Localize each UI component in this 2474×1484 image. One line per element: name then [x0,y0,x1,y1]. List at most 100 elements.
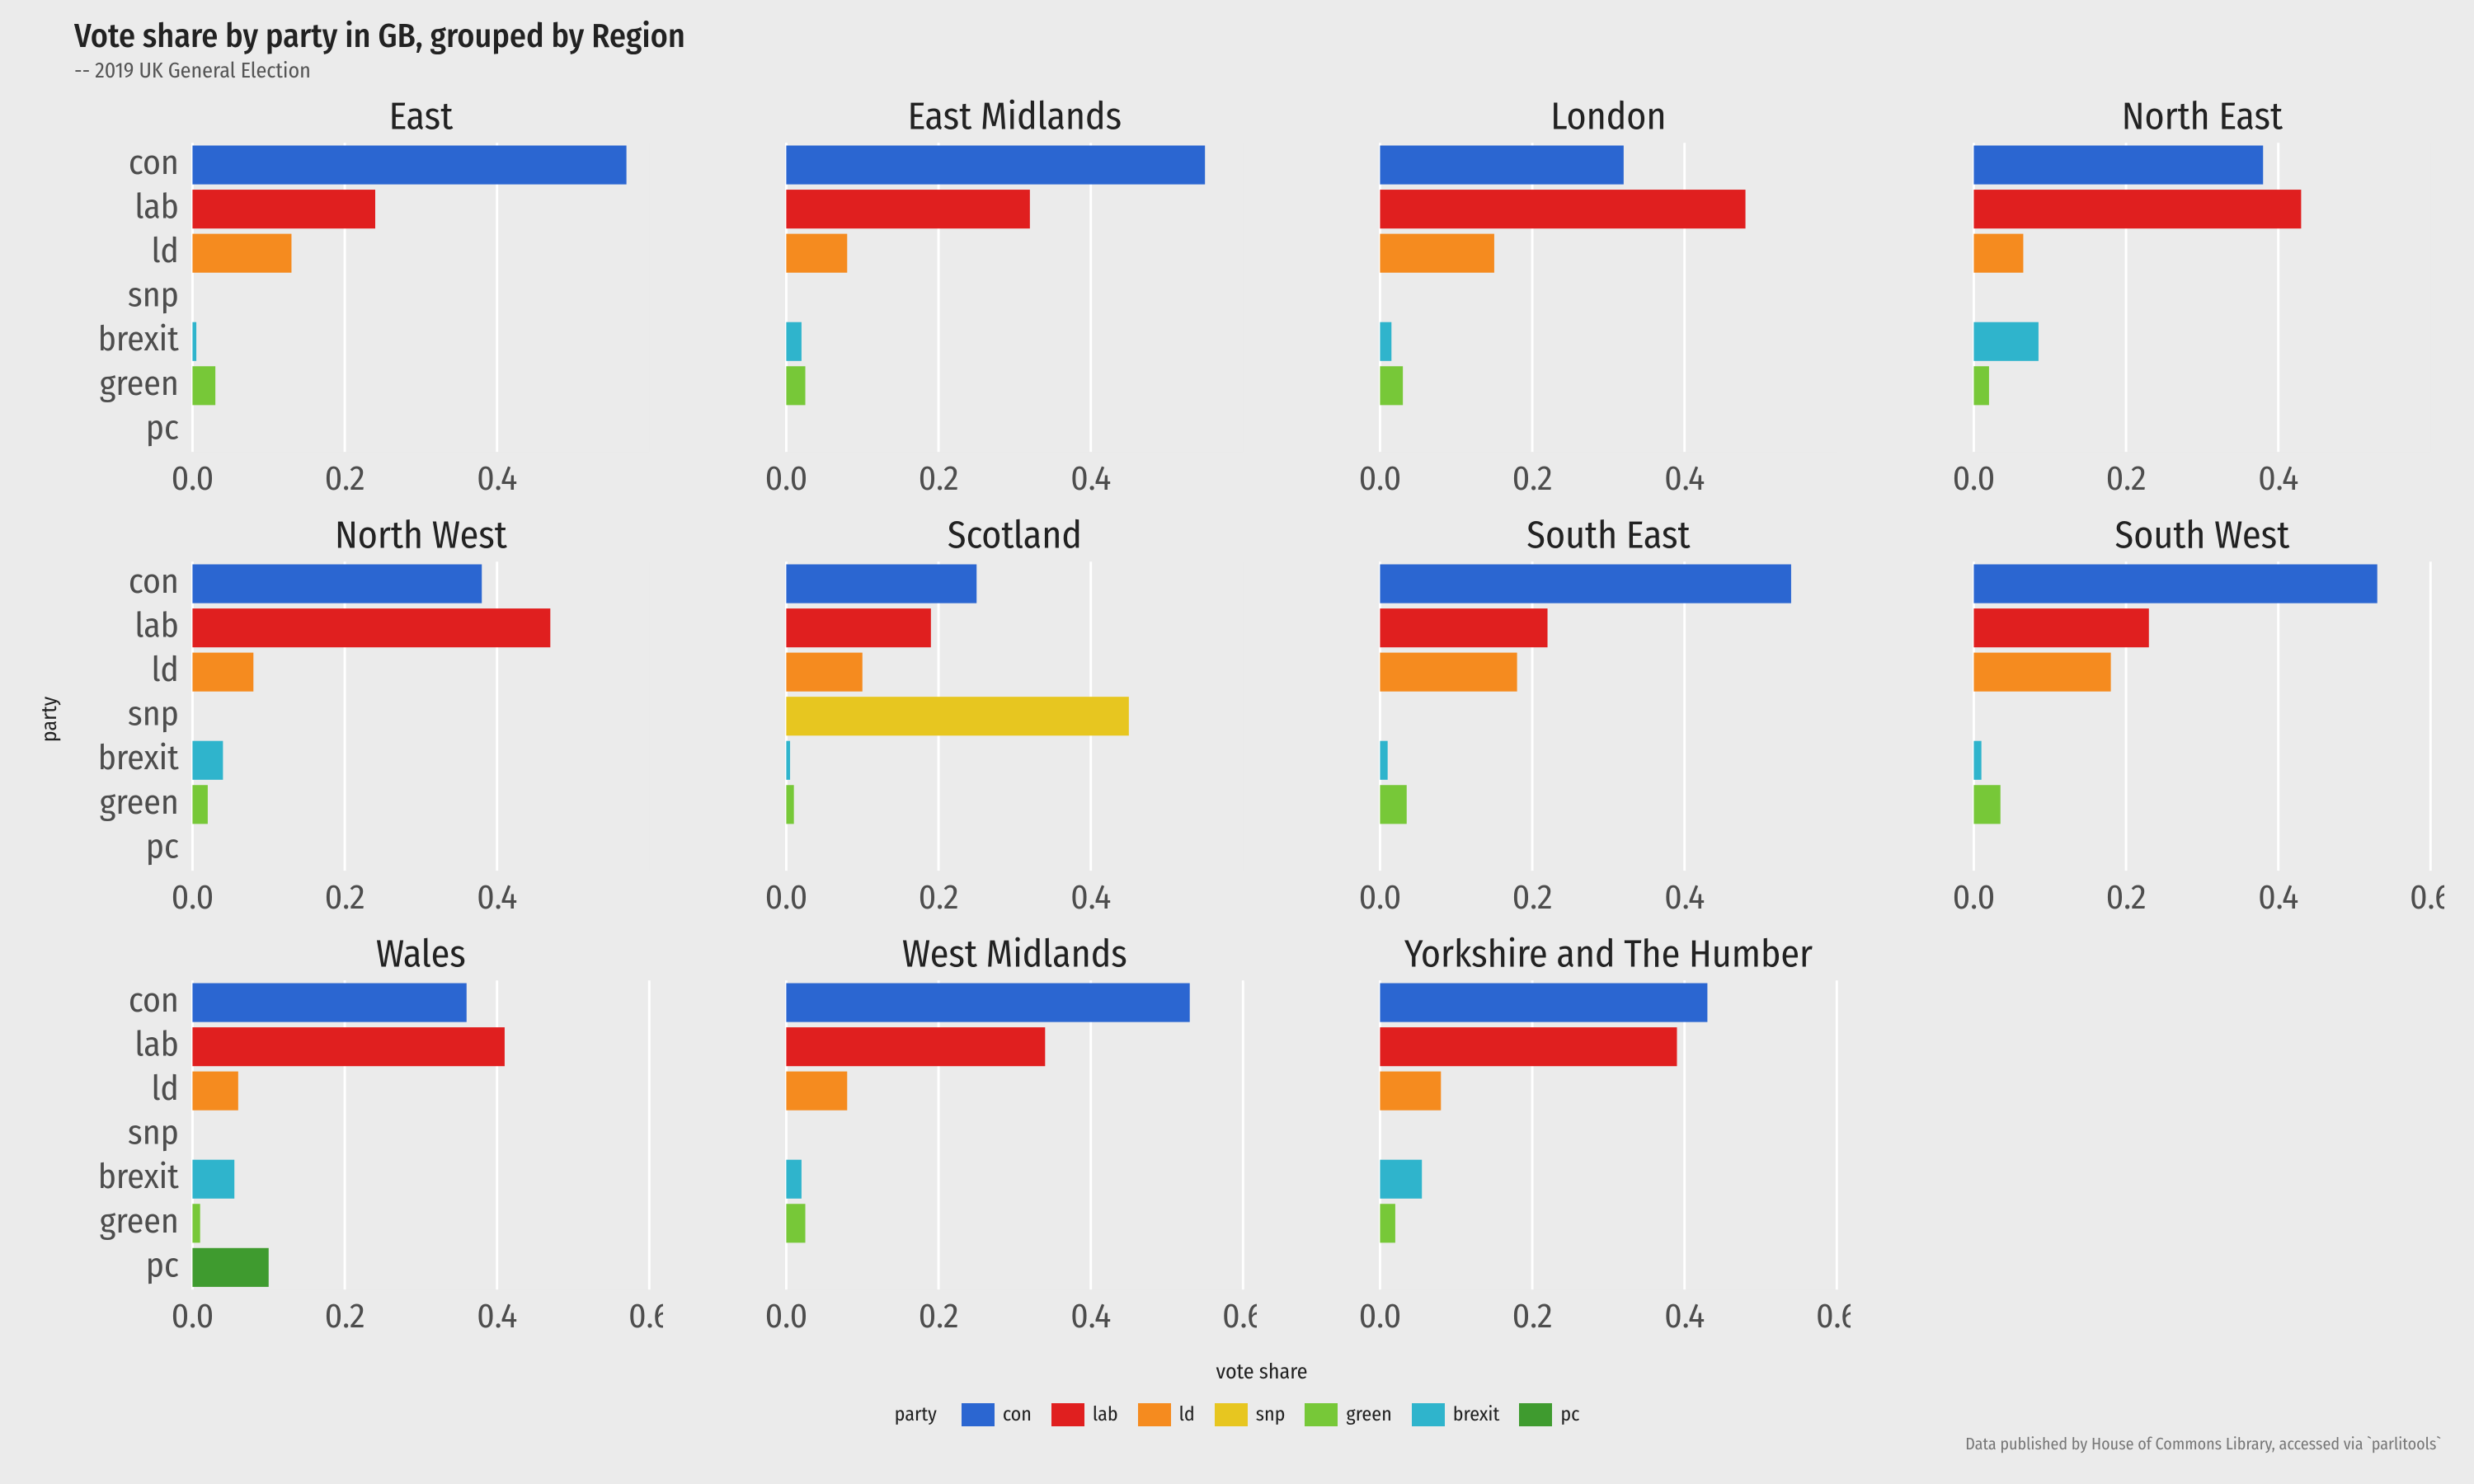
facet-title: Scotland [948,514,1082,559]
bar [192,146,626,185]
facet-panel: 0.00.20.40.6South West [1860,514,2444,926]
bar [1380,983,1707,1021]
legend-swatch [1519,1403,1552,1426]
bar [192,785,207,824]
bar [192,564,482,603]
y-tick-label: snp [128,275,179,317]
legend-item: lab [1051,1403,1118,1426]
bar [786,1159,801,1198]
facet-title: East [389,95,454,140]
x-tick-label: 0.4 [1070,877,1111,918]
bar [192,1204,200,1242]
x-tick-label: 0.0 [172,458,214,500]
x-tick-label: 0.4 [1664,1295,1705,1336]
y-tick-label: ld [152,231,179,272]
facet-title: Yorkshire and The Humber [1404,932,1813,978]
x-tick-label: 0.0 [1953,877,1996,918]
bar [786,190,1029,228]
bar [786,1027,1045,1066]
y-tick-label: pc [146,826,179,867]
y-tick-label: pc [146,407,179,448]
facet-panel: 0.00.20.40.6Yorkshire and The Humber [1267,932,1851,1345]
bar [786,322,801,361]
x-tick-label: 0.2 [1512,877,1553,918]
legend-swatch [962,1403,995,1426]
facet-panel: 0.00.20.4Eastconlabldsnpbrexitgreenpc [79,95,663,507]
legend-item: ld [1138,1403,1195,1426]
x-tick-label: 0.2 [2106,458,2147,500]
bar [1973,785,2000,824]
facet-cell: 0.00.20.40.6Walesconlabldsnpbrexitgreenp… [74,929,668,1348]
facet-panel: 0.00.20.40.6Walesconlabldsnpbrexitgreenp… [79,932,663,1345]
legend-label: ld [1179,1403,1195,1426]
bar [1973,652,2110,691]
chart-subtitle: -- 2019 UK General Election [74,58,2449,83]
facet-cell: 0.00.20.40.6Yorkshire and The Humber [1262,929,1856,1348]
bar [1380,190,1745,228]
legend: party conlabldsnpgreenbrexitpc [25,1403,2449,1426]
x-axis-label: vote share [1216,1359,1308,1384]
y-tick-label: lab [134,605,178,646]
bar [786,366,805,405]
facet-title: Wales [376,932,466,978]
y-tick-label: ld [152,1068,179,1110]
legend-swatch [1215,1403,1248,1426]
x-tick-label: 0.2 [2106,877,2147,918]
bar [786,652,862,691]
bar [192,740,223,779]
facet-cell: 0.00.20.4North East [1856,92,2449,510]
bar [786,146,1205,185]
y-tick-label: snp [128,693,179,735]
facet-cell: 0.00.20.40.6South West [1856,510,2449,929]
bar [1380,234,1493,273]
bar [1973,366,1988,405]
legend-label: lab [1093,1403,1118,1426]
bar [1380,366,1403,405]
y-tick-label: snp [128,1112,179,1153]
facet-title: East Midlands [908,95,1122,140]
facet-title: London [1550,95,1666,140]
bar [192,366,215,405]
facet-title: South East [1526,514,1691,559]
y-tick-label: green [100,1200,179,1242]
x-tick-label: 0.4 [1664,877,1705,918]
x-tick-label: 0.2 [325,877,365,918]
y-tick-label: ld [152,650,179,691]
bar [192,322,196,361]
bar [1380,1204,1395,1242]
legend-label: brexit [1453,1403,1500,1426]
y-tick-label: green [100,364,179,405]
legend-swatch [1138,1403,1171,1426]
facet-panel: 0.00.20.40.6West Midlands [673,932,1257,1345]
legend-swatch [1305,1403,1338,1426]
bar [1973,234,2023,273]
bar [1973,190,2301,228]
bar [1380,1027,1677,1066]
bar [786,564,976,603]
title-block: Vote share by party in GB, grouped by Re… [74,16,2449,83]
facet-title: North West [335,514,508,559]
bar [192,1027,504,1066]
x-tick-label: 0.2 [1512,458,1553,500]
y-tick-label: con [129,561,179,603]
bar [1973,608,2148,647]
facet-title: South West [2115,514,2291,559]
facet-title: West Midlands [902,932,1127,978]
x-tick-label: 0.2 [325,458,365,500]
y-tick-label: brexit [98,319,179,360]
x-tick-label: 0.2 [919,877,959,918]
bar [786,983,1189,1021]
x-tick-label: 0.4 [2258,877,2298,918]
x-tick-label: 0.6 [1816,1295,1851,1336]
x-tick-label: 0.2 [919,1295,959,1336]
facet-cell: 0.00.20.4London [1262,92,1856,510]
bar [1973,740,1981,779]
x-tick-label: 0.0 [1359,877,1402,918]
x-tick-label: 0.4 [477,1295,517,1336]
bar [192,234,291,273]
chart-page: Vote share by party in GB, grouped by Re… [0,0,2474,1463]
facet-panel: 0.0 0.2 0.4 South East [1267,514,1851,926]
bar [1973,564,2377,603]
y-tick-label: brexit [98,1157,179,1198]
y-tick-label: con [129,143,179,184]
